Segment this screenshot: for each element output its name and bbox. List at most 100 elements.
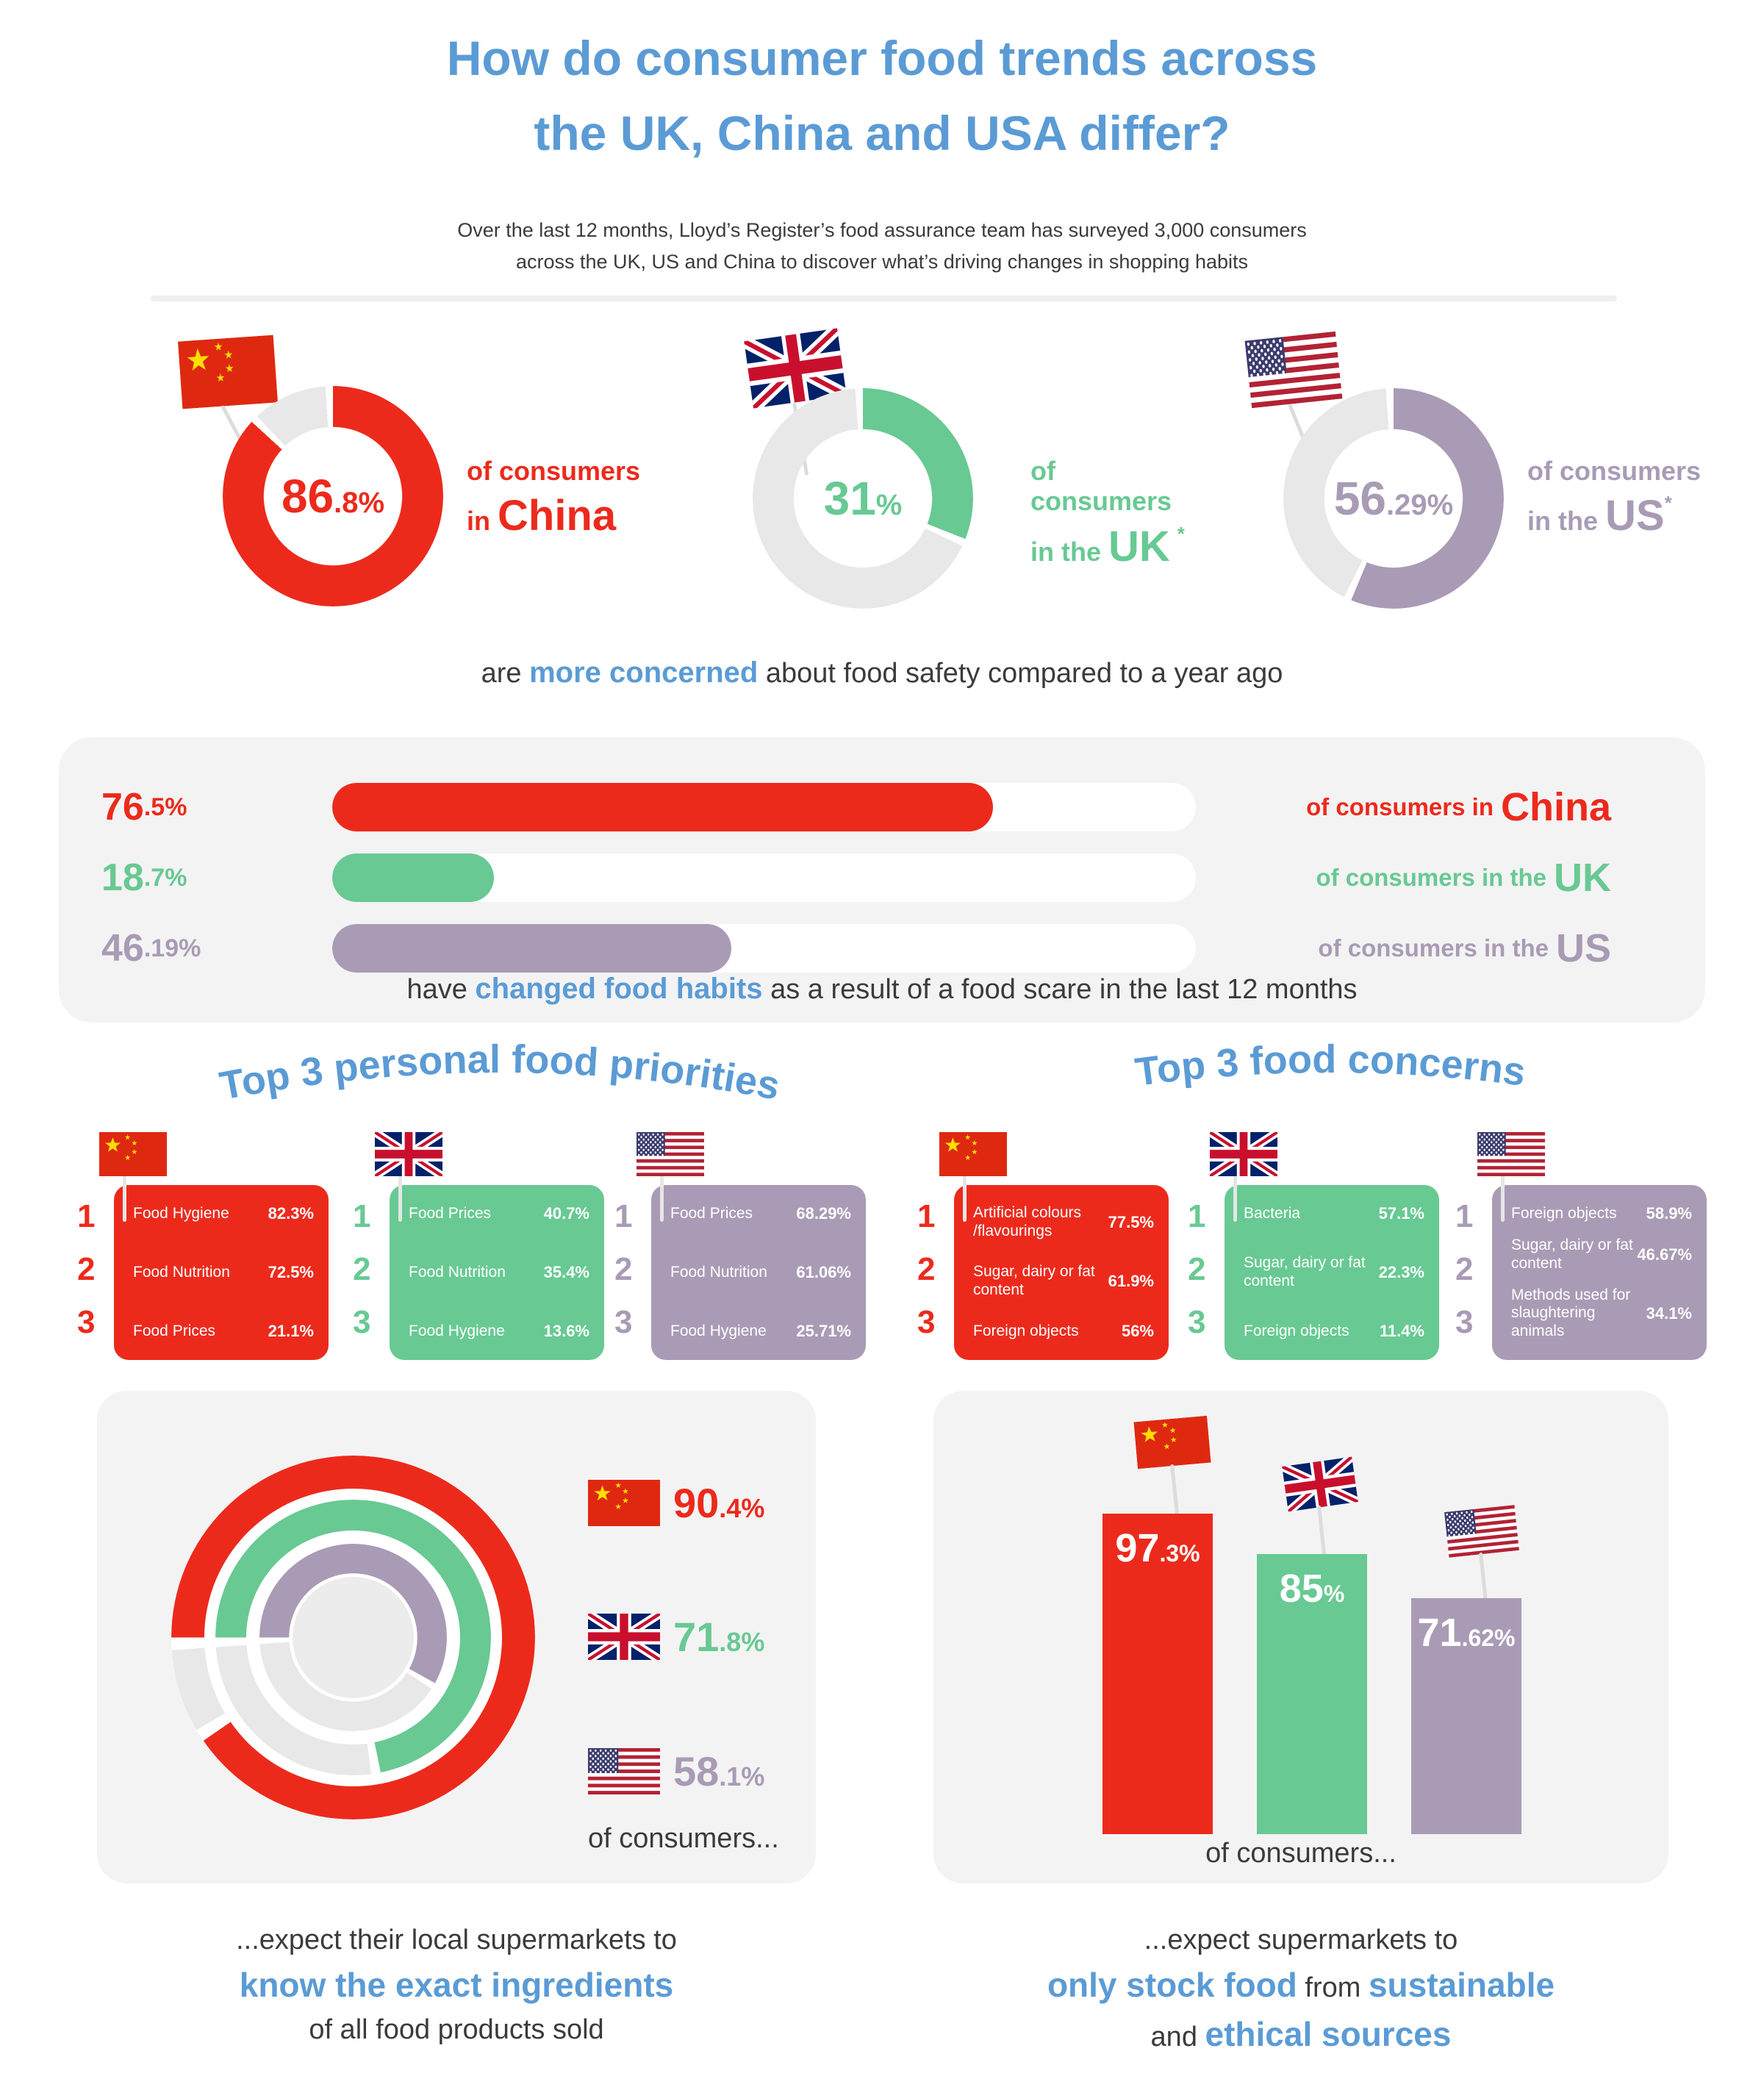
uk-safety-donut-chart: [753, 388, 973, 609]
ingredients-card: 90.4% 71.8% 58.1% of consumers...: [97, 1391, 816, 1883]
habit-bar-track: [332, 853, 1196, 902]
page-title-line2: the UK, China and USA differ?: [534, 106, 1230, 161]
table-row: Foreign objects 56%: [973, 1322, 1154, 1340]
table-row: Food Hygiene 82.3%: [133, 1204, 314, 1223]
table-row: Methods used for slaughtering animals 34.…: [1511, 1286, 1692, 1340]
sustainable-footer: of consumers...: [1205, 1838, 1396, 1869]
concerns-card-us: Foreign objects 58.9% Sugar, dairy or fat…: [1492, 1185, 1707, 1360]
priorities-table-uk: 1 2 3 Food Prices 40.7% Food Nutrition 35.…: [353, 1132, 606, 1361]
rank-number: 2: [1188, 1251, 1206, 1287]
flag-pole: [123, 1170, 126, 1222]
habit-label-uk: of consumers in the UK: [1316, 856, 1611, 900]
food-safety-donut-section: 86.8% of consumers in China 31% of consu…: [0, 316, 1764, 669]
rank-number: 2: [614, 1251, 633, 1287]
rank-number: 1: [1455, 1198, 1474, 1234]
uk-bar: 85%: [1257, 1554, 1367, 1834]
table-row: Foreign objects 11.4%: [1244, 1322, 1424, 1340]
rank-number: 3: [1455, 1304, 1474, 1340]
uk-flag-icon: [375, 1132, 442, 1176]
china-flag-icon: [588, 1480, 660, 1526]
uk-flag-icon: [744, 328, 847, 409]
uk-flag-icon: [588, 1614, 660, 1660]
habit-value-us: 46.19%: [101, 927, 201, 970]
table-row: Sugar, dairy or fat content 61.9%: [973, 1263, 1154, 1298]
table-row: Food Nutrition 61.06%: [670, 1263, 851, 1281]
ingredients-footer: of consumers...: [588, 1823, 779, 1854]
svg-text:Top 3 personal food priorities: Top 3 personal food priorities: [216, 1037, 783, 1109]
china-flag-icon: [99, 1132, 167, 1176]
sustainable-card: 97.3% 85% 71.62% of consumers...: [933, 1391, 1668, 1883]
rank-number: 3: [353, 1304, 371, 1340]
china-flag-icon: [939, 1132, 1007, 1176]
page-subtitle-line1: Over the last 12 months, Lloyd’s Registe…: [457, 219, 1307, 241]
rank-number: 3: [917, 1304, 936, 1340]
habit-caption: have changed food habits as a result of …: [406, 973, 1358, 1005]
rank-number: 1: [353, 1198, 371, 1234]
legend-value-uk: 71.8%: [673, 1614, 765, 1660]
uk-safety-donut-label: of consumers in the UK *: [1030, 456, 1185, 570]
china-safety-donut-chart: [223, 386, 443, 606]
flag-pole: [1317, 1505, 1327, 1560]
uk-flag-icon: [1282, 1456, 1358, 1512]
priorities-section-title: Top 3 personal food priorities: [216, 1037, 783, 1109]
table-row: Food Prices 40.7%: [409, 1204, 589, 1223]
table-row: Food Prices 68.29%: [670, 1204, 851, 1223]
priorities-card-us: Food Prices 68.29% Food Nutrition 61.06% F…: [651, 1185, 866, 1360]
flag-pole: [660, 1170, 664, 1222]
legend-value-us: 58.1%: [673, 1748, 765, 1794]
us-flag-icon: [588, 1748, 660, 1794]
us-flag-icon: [1244, 331, 1343, 409]
table-row: Food Hygiene 25.71%: [670, 1322, 851, 1340]
china-bar-value: 97.3%: [1115, 1526, 1200, 1570]
table-row: Food Nutrition 72.5%: [133, 1263, 314, 1281]
rank-number: 3: [614, 1304, 633, 1340]
table-row: Food Prices 21.1%: [133, 1322, 314, 1340]
china-safety-donut-value: 86.8%: [281, 470, 385, 523]
legend-item-uk: 71.8%: [588, 1602, 764, 1672]
rank-number: 2: [1455, 1251, 1474, 1287]
priorities-table-us: 1 2 3 Food Prices 68.29% Food Nutrition 61…: [614, 1132, 868, 1361]
flag-pole: [1233, 1170, 1237, 1222]
uk-flag-icon: [1210, 1132, 1277, 1176]
safety-donut-group-uk: 31% of consumers in the UK *: [639, 316, 1185, 669]
legend-item-china: 90.4%: [588, 1468, 764, 1538]
us-bar-value: 71.62%: [1417, 1611, 1516, 1655]
table-row: Food Hygiene 13.6%: [409, 1322, 589, 1340]
china-flag-icon: [177, 334, 279, 409]
concerns-table-us: 1 2 3 Foreign objects 58.9% Sugar, dairy …: [1455, 1132, 1709, 1361]
us-safety-donut-value: 56.29%: [1333, 472, 1454, 525]
habit-bar-fill-china: [332, 783, 993, 831]
sustainable-caption: ...expect supermarkets to only stock foo…: [1047, 1925, 1555, 2053]
china-safety-donut-label: of consumers in China: [467, 456, 641, 540]
table-row: Artificial colours /flavourings 77.5%: [973, 1204, 1154, 1239]
us-flag-icon: [1444, 1505, 1519, 1558]
table-row: Sugar, dairy or fat content 22.3%: [1244, 1254, 1424, 1289]
habit-value-uk: 18.7%: [101, 856, 187, 899]
safety-donut-group-china: 86.8% of consumers in China: [110, 316, 654, 669]
svg-text:Top 3 food concerns: Top 3 food concerns: [1133, 1037, 1528, 1095]
rank-number: 2: [917, 1251, 936, 1287]
concerns-table-uk: 1 2 3 Bacteria 57.1% Sugar, dairy or fat …: [1188, 1132, 1441, 1361]
rank-number: 3: [77, 1304, 96, 1340]
table-row: Bacteria 57.1%: [1244, 1204, 1424, 1223]
uk-safety-donut-value: 31%: [823, 472, 903, 525]
page-subtitle-line2: across the UK, US and China to discover …: [515, 251, 1249, 273]
rank-number: 2: [77, 1251, 96, 1287]
rank-number: 2: [353, 1251, 371, 1287]
concerns-card-china: Artificial colours /flavourings 77.5% Sug…: [954, 1185, 1169, 1360]
habit-bar-row-uk: 18.7% of consumers in the UK: [59, 853, 1705, 902]
table-row: Sugar, dairy or fat content 46.67%: [1511, 1236, 1692, 1272]
habit-label-china: of consumers in China: [1306, 785, 1611, 829]
page-title: How do consumer food trends across the U…: [0, 21, 1764, 171]
flag-pole: [398, 1170, 402, 1222]
habit-bar-track: [332, 924, 1196, 973]
habit-label-us: of consumers in the US: [1318, 926, 1611, 970]
china-flag-icon: [1133, 1415, 1211, 1470]
habit-bar-track: [332, 783, 1196, 831]
concerns-section-title: Top 3 food concerns: [1133, 1037, 1528, 1095]
us-bar: 71.62%: [1411, 1598, 1521, 1834]
concerns-table-china: 1 2 3 Artificial colours /flavourings 77.…: [917, 1132, 1171, 1361]
legend-item-us: 58.1%: [588, 1736, 764, 1806]
us-flag-icon: [1477, 1132, 1545, 1176]
